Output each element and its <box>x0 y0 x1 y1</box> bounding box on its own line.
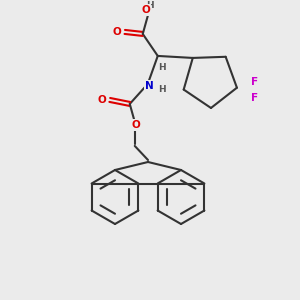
Text: H: H <box>146 2 154 10</box>
Text: H: H <box>158 85 166 94</box>
Text: N: N <box>146 81 154 91</box>
Text: O: O <box>98 95 106 105</box>
Text: O: O <box>112 27 121 37</box>
Text: H: H <box>158 63 166 72</box>
Text: O: O <box>131 120 140 130</box>
Text: F: F <box>251 77 259 87</box>
Text: O: O <box>141 5 150 15</box>
Text: F: F <box>251 93 259 103</box>
